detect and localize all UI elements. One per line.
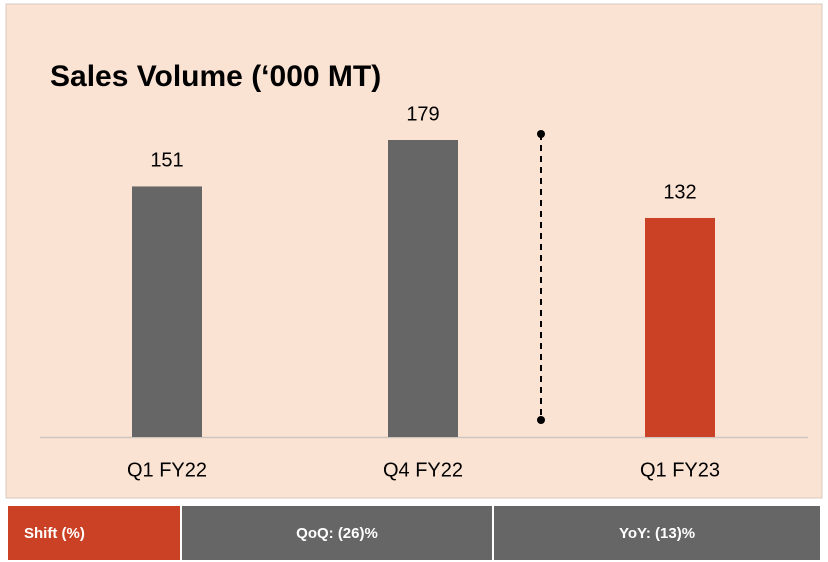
footer-item: YoY: (13)% (494, 506, 820, 560)
x-tick-label: Q4 FY22 (383, 459, 463, 481)
x-tick-label: Q1 FY22 (127, 459, 207, 481)
separator-dot (537, 130, 545, 138)
value-label: 132 (663, 181, 696, 203)
bar (388, 140, 458, 437)
value-label: 179 (406, 103, 439, 125)
bar (645, 217, 715, 437)
footer-item: QoQ: (26)% (182, 506, 492, 560)
separator-dot (537, 416, 545, 424)
value-label: 151 (150, 150, 183, 172)
x-tick-label: Q1 FY23 (640, 459, 720, 481)
chart-title: Sales Volume (‘000 MT) (50, 60, 381, 93)
footer-label: Shift (%) (8, 506, 180, 560)
bar (132, 186, 202, 437)
